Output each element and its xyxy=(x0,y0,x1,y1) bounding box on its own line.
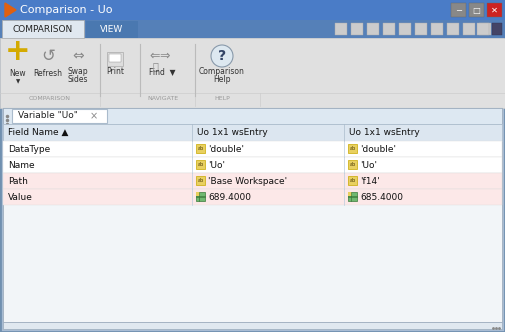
Text: Print: Print xyxy=(106,67,124,76)
Text: ⇔: ⇔ xyxy=(72,49,84,63)
Text: ✕: ✕ xyxy=(491,6,498,15)
Text: Variable "Uo": Variable "Uo" xyxy=(18,112,78,121)
Bar xyxy=(196,192,205,201)
Bar xyxy=(477,23,489,35)
Bar xyxy=(109,54,121,62)
Bar xyxy=(479,23,491,35)
Text: +: + xyxy=(5,38,31,66)
Bar xyxy=(3,124,502,141)
Text: ×: × xyxy=(90,111,98,121)
Bar xyxy=(0,0,505,20)
Text: Path: Path xyxy=(8,177,28,186)
Text: 689.4000: 689.4000 xyxy=(208,193,251,202)
Bar xyxy=(196,160,205,169)
Bar xyxy=(196,144,205,153)
Bar xyxy=(3,173,502,189)
Text: ⇐: ⇐ xyxy=(150,49,160,62)
Text: Swap: Swap xyxy=(68,66,88,75)
Polygon shape xyxy=(5,3,16,17)
Bar xyxy=(3,124,502,322)
Bar xyxy=(487,3,502,17)
Bar xyxy=(463,23,475,35)
Bar xyxy=(451,3,466,17)
Text: 'Base Workspace': 'Base Workspace' xyxy=(208,177,287,186)
Bar xyxy=(351,23,363,35)
Bar xyxy=(3,189,502,205)
Text: 'Uo': 'Uo' xyxy=(360,160,377,170)
Bar xyxy=(12,109,107,123)
Text: ─: ─ xyxy=(456,6,461,15)
Text: VIEW: VIEW xyxy=(100,25,124,34)
Text: Sides: Sides xyxy=(68,74,88,84)
Text: COMPARISON: COMPARISON xyxy=(13,25,73,34)
Bar xyxy=(0,38,505,108)
Text: 👤: 👤 xyxy=(152,61,158,71)
Bar xyxy=(3,322,502,329)
Bar xyxy=(348,192,357,201)
Text: Refresh: Refresh xyxy=(33,69,63,78)
Bar xyxy=(335,23,347,35)
Bar xyxy=(2,20,84,38)
Text: Comparison: Comparison xyxy=(199,67,245,76)
Bar xyxy=(3,108,502,322)
Text: ↺: ↺ xyxy=(41,47,55,65)
Text: Find  ▼: Find ▼ xyxy=(149,67,175,76)
Text: Help: Help xyxy=(213,75,231,85)
Text: ab: ab xyxy=(349,179,356,184)
Text: ab: ab xyxy=(197,162,204,168)
Text: □: □ xyxy=(473,6,480,15)
Text: Field Name ▲: Field Name ▲ xyxy=(8,128,68,137)
Text: ▼: ▼ xyxy=(16,79,20,85)
Bar xyxy=(469,3,484,17)
Text: ab: ab xyxy=(197,179,204,184)
Text: ab: ab xyxy=(197,146,204,151)
Text: New: New xyxy=(10,69,26,78)
Text: Comparison - Uo: Comparison - Uo xyxy=(20,5,113,15)
Bar xyxy=(348,144,357,153)
Text: ⇒: ⇒ xyxy=(160,49,170,62)
Bar xyxy=(415,23,427,35)
Text: 685.4000: 685.4000 xyxy=(360,193,403,202)
Bar xyxy=(0,20,505,38)
Text: Uo 1x1 wsEntry: Uo 1x1 wsEntry xyxy=(349,128,420,137)
Circle shape xyxy=(211,45,233,67)
Text: Uo 1x1 wsEntry: Uo 1x1 wsEntry xyxy=(197,128,268,137)
Text: Name: Name xyxy=(8,160,35,170)
Bar xyxy=(348,192,352,196)
Bar xyxy=(348,160,357,169)
Bar xyxy=(383,23,395,35)
Bar xyxy=(367,23,379,35)
Bar xyxy=(348,176,357,185)
Bar xyxy=(3,108,502,124)
Bar xyxy=(107,52,123,66)
Bar xyxy=(86,21,138,38)
Text: HELP: HELP xyxy=(214,96,230,101)
Bar xyxy=(196,176,205,185)
Text: ?: ? xyxy=(218,49,226,63)
Bar xyxy=(492,23,502,35)
Bar xyxy=(431,23,443,35)
Text: 'f14': 'f14' xyxy=(360,177,380,186)
Text: 'Uo': 'Uo' xyxy=(208,160,225,170)
Text: 'double': 'double' xyxy=(360,144,396,153)
Bar xyxy=(3,157,502,173)
Text: 'double': 'double' xyxy=(208,144,244,153)
Text: NAVIGATE: NAVIGATE xyxy=(147,96,179,101)
Bar xyxy=(447,23,459,35)
Text: ab: ab xyxy=(349,146,356,151)
Bar xyxy=(196,192,200,196)
Text: ab: ab xyxy=(349,162,356,168)
Text: DataType: DataType xyxy=(8,144,50,153)
Text: Value: Value xyxy=(8,193,33,202)
Text: COMPARISON: COMPARISON xyxy=(29,96,71,101)
Bar xyxy=(399,23,411,35)
Bar xyxy=(3,141,502,157)
